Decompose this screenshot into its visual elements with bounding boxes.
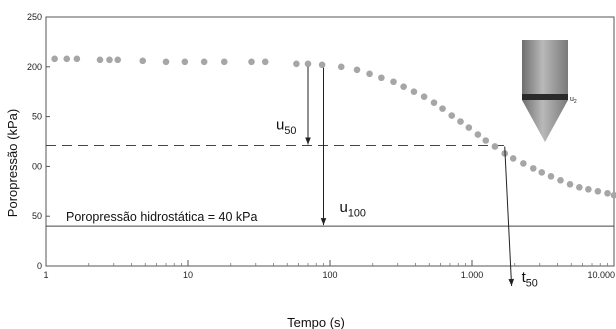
probe-label: u2 (570, 96, 577, 105)
y-tick-label: 200 (27, 62, 42, 72)
data-point (482, 137, 490, 144)
probe-body (522, 40, 568, 96)
t50-label-base: t (522, 269, 527, 286)
u50-label-sub: 50 (284, 125, 296, 137)
probe-filter-band (522, 94, 568, 100)
data-point (594, 188, 602, 195)
u50-arrow-head (305, 137, 311, 145)
data-point (96, 56, 104, 64)
u100-arrow-head (320, 218, 327, 226)
data-point (529, 165, 537, 172)
data-point (538, 169, 546, 176)
data-point (439, 105, 446, 112)
data-points (51, 55, 616, 199)
data-point (114, 56, 122, 64)
t50-arrow-shaft (504, 146, 513, 287)
data-point (390, 78, 397, 86)
u100-label-sub: 100 (348, 208, 366, 220)
data-point (304, 60, 312, 68)
x-axis-title: Tempo (s) (287, 315, 345, 329)
data-point (474, 131, 482, 138)
y-tick-label: 00 (32, 161, 42, 171)
y-axis-title: Poropressão (kPa) (5, 109, 20, 217)
data-point (491, 143, 499, 150)
probe-label-sub: 2 (574, 99, 577, 105)
data-point (181, 58, 189, 66)
data-point (430, 99, 438, 106)
data-point (576, 184, 583, 191)
y-tick-label: 50 (32, 211, 42, 221)
x-tick-label: 10 (183, 270, 193, 280)
data-point (106, 56, 113, 64)
y-tick-label: 50 (32, 112, 42, 122)
hydrostatic-label: Poropressão hidrostática = 40 kPa (66, 210, 257, 224)
x-tick-label: 1.000 (461, 270, 484, 280)
data-point (200, 58, 208, 66)
reference-lines: Poropressão hidrostática = 40 kPa (46, 144, 614, 227)
piezocone-probe: u2 (522, 40, 577, 142)
data-point (420, 93, 428, 100)
t50-label: t50 (522, 269, 538, 290)
data-point (51, 55, 58, 63)
probe-cone-tip (522, 100, 568, 142)
y-tick-label: 0 (37, 261, 42, 271)
data-point (353, 66, 361, 74)
data-point (604, 189, 611, 197)
t50-label-sub: 50 (526, 278, 538, 290)
data-point (337, 63, 345, 71)
data-point (610, 191, 616, 199)
u50-label-base: u (276, 116, 284, 133)
data-point (520, 160, 527, 167)
data-point (139, 57, 147, 65)
probe-label-base: u (570, 96, 574, 103)
x-tick-label: 10.000 (587, 270, 615, 280)
data-point (378, 74, 385, 82)
y-tick-label: 250 (27, 12, 42, 22)
data-point (73, 55, 81, 63)
data-point (410, 88, 418, 95)
x-tick-label: 100 (322, 270, 337, 280)
data-point (465, 124, 473, 131)
data-point (162, 58, 170, 66)
data-point (261, 58, 269, 66)
data-point (566, 181, 574, 188)
data-point (448, 112, 456, 119)
data-point (400, 83, 407, 91)
t50-arrow-head (508, 278, 515, 286)
data-point (585, 186, 592, 193)
data-point (293, 60, 300, 68)
x-tick-label: 1 (43, 270, 48, 280)
data-point (220, 58, 228, 66)
data-point (509, 155, 517, 162)
data-point (557, 177, 564, 184)
u50-label: u50 (276, 116, 296, 137)
data-point (248, 58, 255, 66)
data-point (63, 55, 71, 63)
data-point (318, 61, 326, 69)
data-point (457, 118, 464, 125)
data-point (547, 173, 555, 180)
u100-label-base: u (340, 199, 348, 216)
u100-label: u100 (340, 199, 366, 220)
data-point (366, 70, 373, 78)
